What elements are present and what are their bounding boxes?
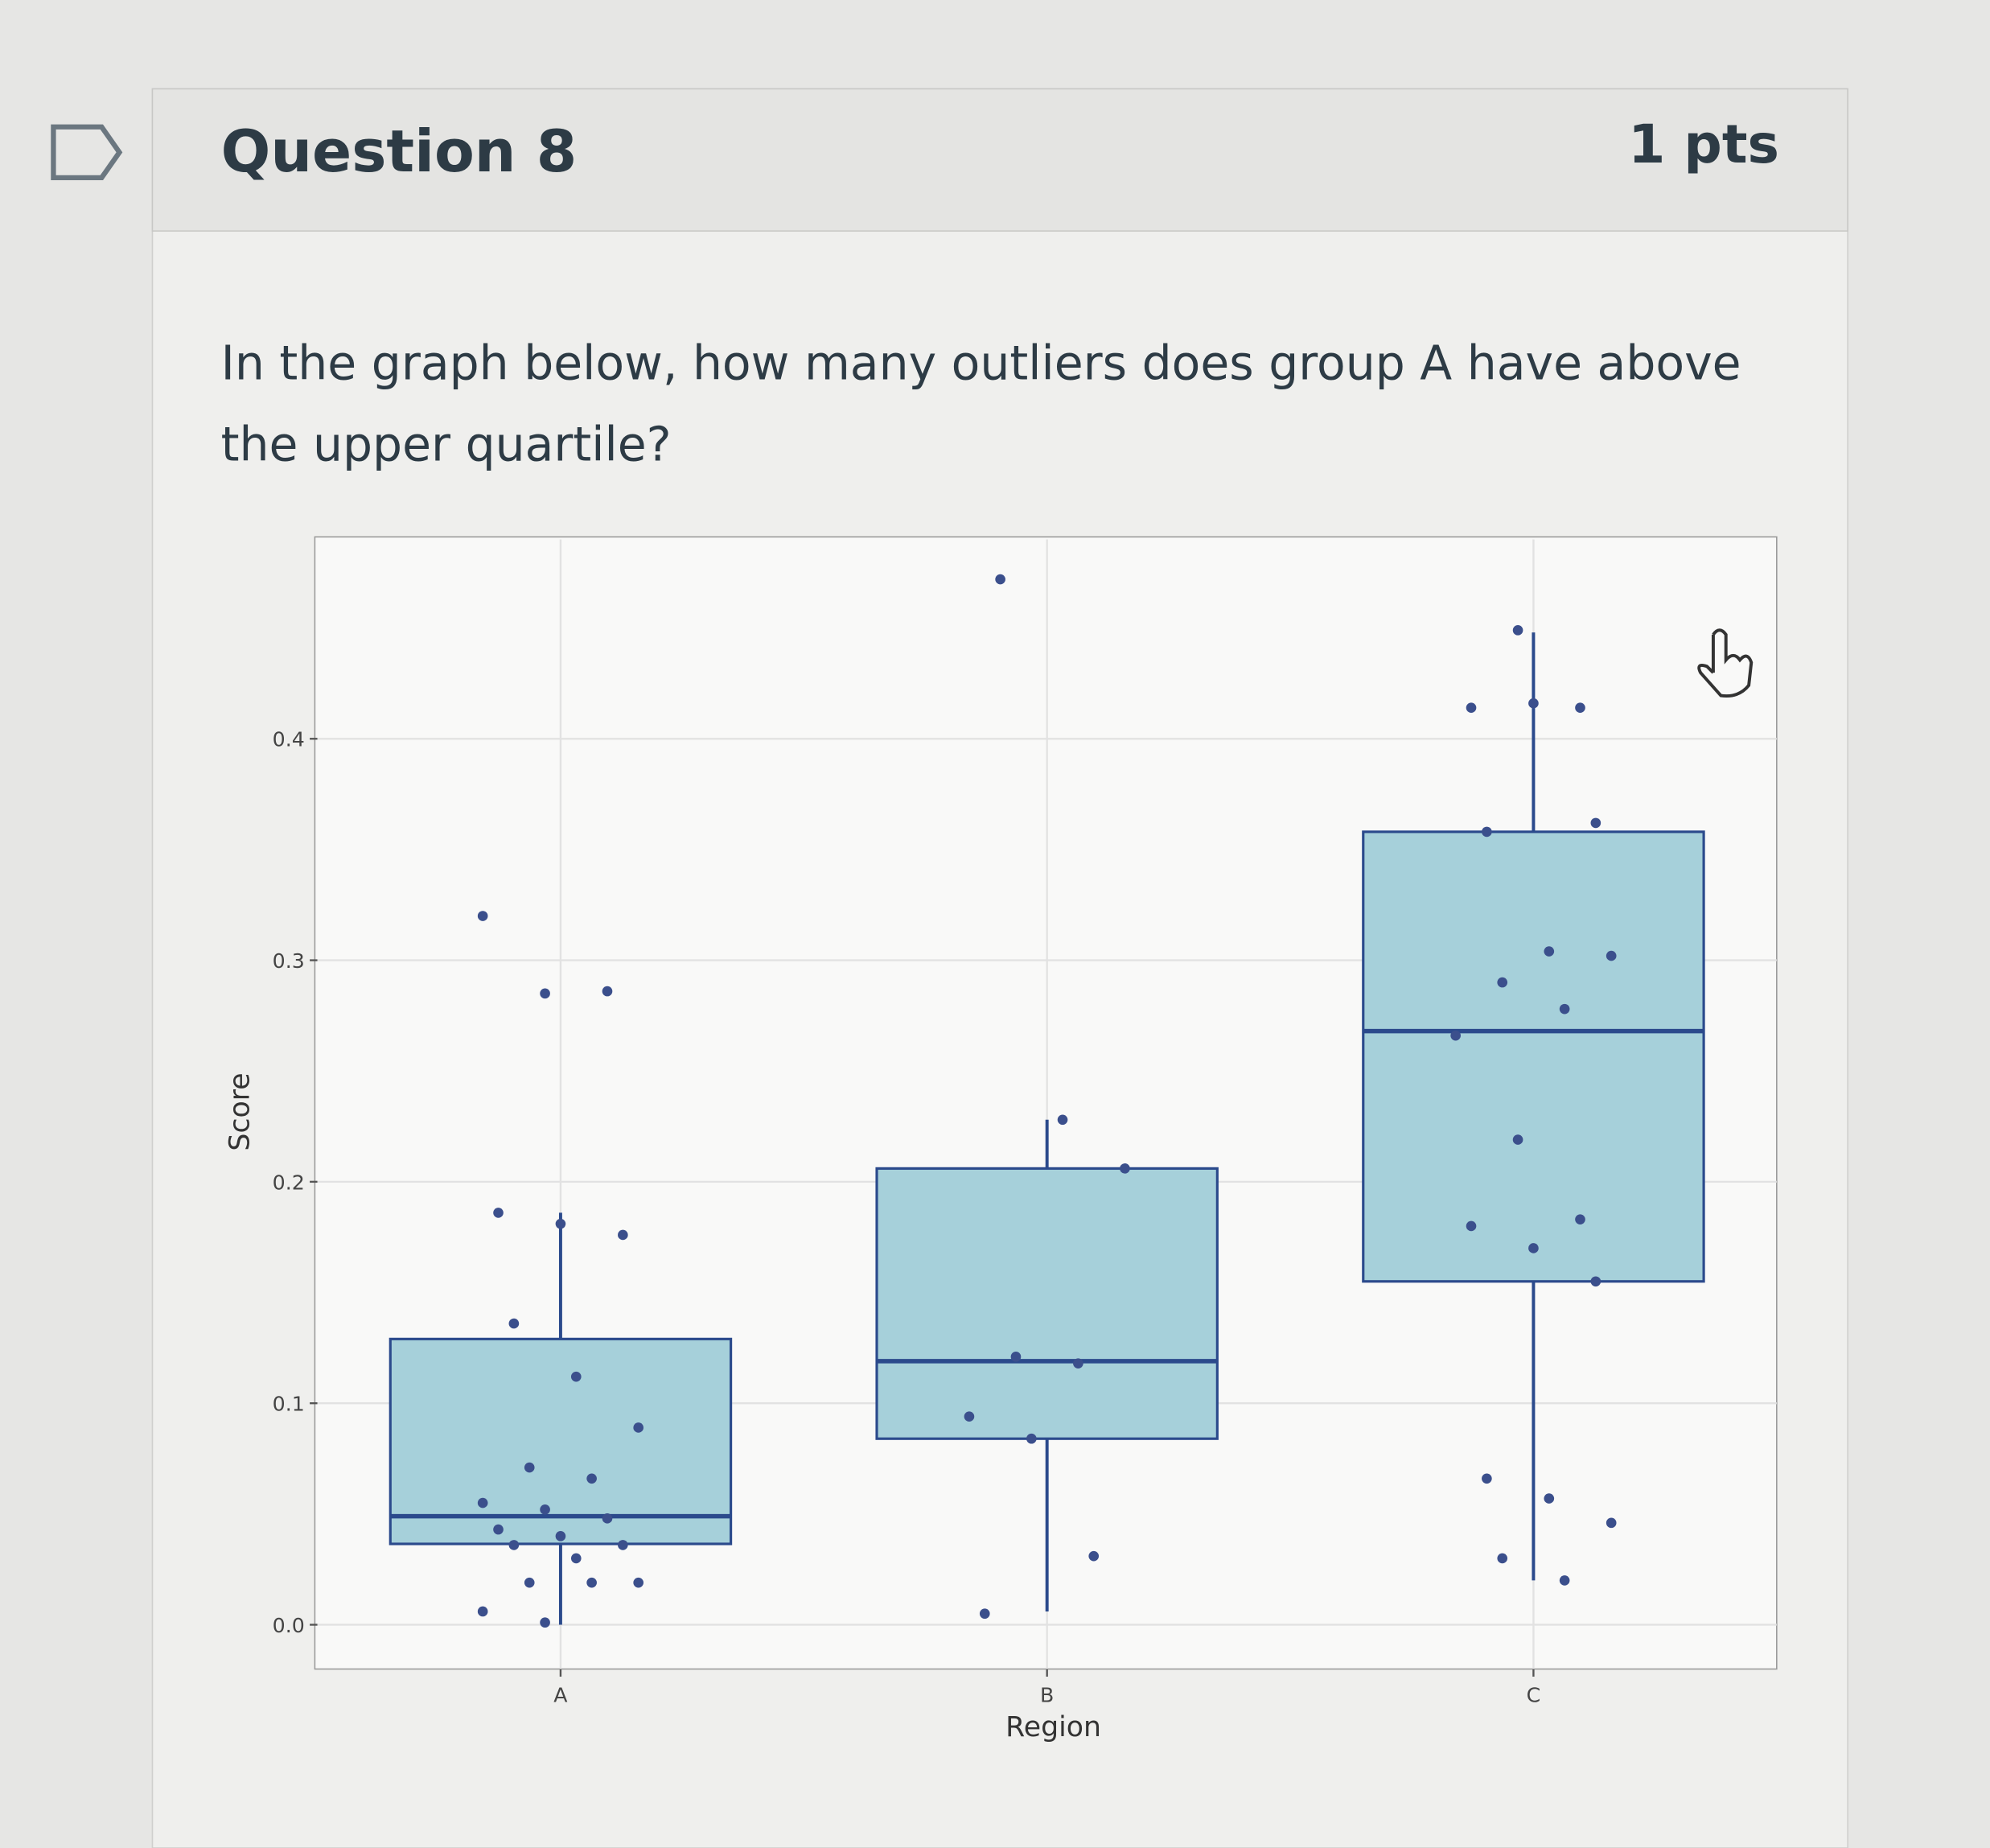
data-point [570, 1371, 582, 1382]
data-point [570, 1553, 582, 1564]
data-point [618, 1229, 628, 1241]
data-point [1512, 1134, 1523, 1145]
data-point [477, 911, 488, 921]
x-tick-label: C [1527, 1684, 1541, 1707]
question-title: Question 8 [221, 118, 578, 186]
data-point [477, 1606, 488, 1617]
y-tick-label: 0.4 [273, 728, 305, 751]
data-point [1606, 950, 1617, 961]
data-point [555, 1218, 566, 1229]
data-point [1497, 977, 1508, 988]
data-point [1482, 1473, 1492, 1484]
data-point [1606, 1517, 1617, 1529]
data-point [1575, 702, 1585, 714]
data-point [493, 1208, 504, 1218]
question-header [151, 88, 1848, 232]
data-point [979, 1608, 990, 1620]
x-axis-label: Region [1005, 1711, 1101, 1743]
y-tick-label: 0.1 [273, 1393, 305, 1416]
data-point [524, 1577, 535, 1588]
data-point [540, 988, 550, 999]
data-point [1575, 1214, 1585, 1224]
data-point [633, 1577, 644, 1588]
data-point [524, 1462, 535, 1473]
data-point [1057, 1114, 1068, 1126]
data-point [508, 1540, 520, 1550]
data-point [1120, 1163, 1130, 1174]
data-point [1528, 1243, 1539, 1253]
data-point [540, 1504, 550, 1515]
y-tick-label: 0.0 [273, 1614, 305, 1637]
hand-cursor [1697, 628, 1754, 698]
data-point [1559, 1575, 1570, 1586]
data-point [586, 1473, 597, 1484]
data-point [1590, 817, 1601, 829]
data-point [1482, 826, 1492, 838]
box [875, 1167, 1219, 1440]
question-points: 1 pts [1628, 113, 1779, 175]
data-point [477, 1497, 488, 1508]
data-point [995, 574, 1005, 585]
question-text: In the graph below, how many outliers do… [220, 336, 1741, 472]
y-tick-label: 0.2 [273, 1171, 305, 1194]
data-point [493, 1524, 504, 1535]
chart: 0.0 0.1 0.2 0.3 0.4 A B C [273, 539, 1777, 1707]
data-point [1497, 1553, 1508, 1564]
data-point [1559, 1003, 1570, 1015]
x-tick-label: A [553, 1684, 568, 1707]
data-point [555, 1531, 566, 1541]
data-point [1466, 702, 1477, 714]
question-text-box: In the graph below, how many outliers do… [220, 336, 1741, 472]
data-point [1010, 1352, 1022, 1362]
data-point [1088, 1550, 1100, 1562]
data-point [1073, 1358, 1083, 1369]
data-point [540, 1617, 550, 1628]
data-point [602, 1513, 613, 1524]
data-point [1450, 1030, 1461, 1041]
data-point [586, 1577, 597, 1588]
data-point [1544, 1493, 1555, 1504]
data-point [602, 986, 613, 997]
data-point [633, 1422, 644, 1433]
data-point [1590, 1276, 1601, 1287]
y-tick-label: 0.3 [273, 949, 305, 973]
data-point [1528, 698, 1539, 709]
box [389, 1337, 733, 1545]
data-point [1466, 1220, 1477, 1232]
data-point [1544, 946, 1555, 957]
data-point [508, 1318, 520, 1329]
data-point [964, 1411, 975, 1422]
x-tick-label: B [1040, 1684, 1054, 1707]
data-point [1026, 1433, 1037, 1444]
data-point [618, 1540, 628, 1550]
data-point [1512, 625, 1523, 636]
y-axis-label: Score [224, 1072, 256, 1150]
box [1362, 830, 1705, 1283]
flag-icon[interactable] [51, 124, 123, 181]
